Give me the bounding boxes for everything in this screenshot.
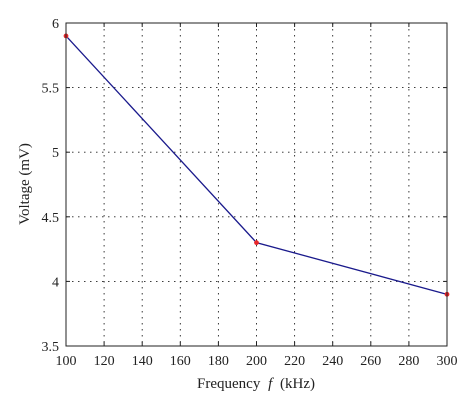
- y-tick-label: 3.5: [42, 340, 60, 355]
- y-tick-label: 6: [52, 17, 59, 32]
- x-axis-title-unit: (kHz): [280, 376, 315, 392]
- x-axis-title: Frequency f (kHz): [197, 376, 315, 392]
- x-tick-label: 160: [170, 354, 191, 369]
- x-tick-label: 100: [56, 354, 77, 369]
- y-tick-label: 4: [52, 275, 59, 290]
- x-tick-label: 120: [94, 354, 115, 369]
- y-tick-label: 5: [52, 146, 59, 161]
- x-tick-label: 260: [360, 354, 381, 369]
- y-tick-label: 5.5: [42, 82, 60, 97]
- x-axis-title-text: Frequency: [197, 376, 261, 392]
- x-tick-label: 240: [322, 354, 343, 369]
- x-tick-label: 300: [437, 354, 458, 369]
- tick-labels: 100 120 140 160 180 200 220 240 260 280 300 3.5 4 4.5…: [42, 17, 458, 369]
- x-tick-label: 200: [246, 354, 267, 369]
- y-tick-label: 4.5: [42, 211, 60, 226]
- data-point: [254, 240, 259, 246]
- y-axis-title: Voltage (mV): [17, 143, 33, 225]
- x-axis-title-symbol: f: [268, 376, 274, 392]
- axis-ticks: [65, 22, 448, 347]
- series-line: [65, 35, 448, 295]
- x-tick-label: 180: [208, 354, 229, 369]
- x-tick-label: 140: [132, 354, 153, 369]
- gridlines: [66, 23, 447, 346]
- x-tick-label: 220: [284, 354, 305, 369]
- x-tick-label: 280: [398, 354, 419, 369]
